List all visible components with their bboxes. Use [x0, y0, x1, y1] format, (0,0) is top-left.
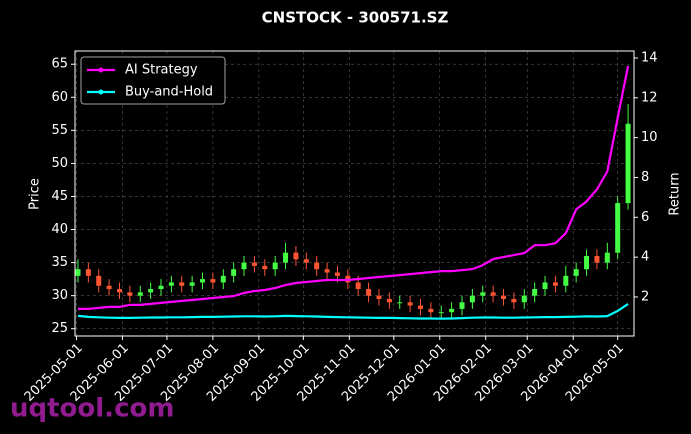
- legend-box: [80, 56, 226, 105]
- candle-body: [625, 123, 631, 204]
- candle-body: [417, 305, 423, 309]
- candle-body: [573, 269, 579, 276]
- y2-tick-label: 2: [641, 289, 649, 304]
- y-tick-label: 30: [51, 288, 68, 303]
- candle-body: [116, 289, 122, 293]
- candle-body: [106, 285, 112, 290]
- return-line: [77, 302, 629, 320]
- candle-body: [220, 275, 226, 283]
- candle-body: [563, 275, 569, 286]
- candle-body: [376, 295, 382, 299]
- candle-body: [148, 289, 154, 293]
- y-tick-label: 50: [51, 156, 68, 171]
- candle-body: [85, 269, 91, 276]
- candle-body: [594, 255, 600, 263]
- y-tick-label: 35: [51, 255, 68, 270]
- candle-body: [615, 203, 621, 253]
- legend-label: AI Strategy: [125, 63, 198, 78]
- candle-body: [334, 272, 340, 276]
- return-line: [78, 65, 630, 310]
- candle-body: [511, 298, 517, 303]
- candle-body: [272, 262, 278, 270]
- candle-body: [127, 292, 133, 296]
- y-tick-label: 55: [51, 123, 68, 138]
- legend-label: Buy-and-Hold: [125, 85, 213, 100]
- candle-body: [480, 292, 486, 296]
- candle-body: [552, 282, 558, 286]
- candle-body: [262, 265, 268, 270]
- y-tick-label: 25: [51, 321, 68, 336]
- candle-body: [241, 262, 247, 270]
- y2-tick-label: 14: [641, 50, 658, 65]
- candle-body: [314, 262, 320, 270]
- candle-body: [158, 285, 164, 290]
- candle-body: [251, 262, 257, 266]
- candle-body: [96, 275, 102, 286]
- y-axis-label: Price: [28, 178, 43, 210]
- y-tick-label: 65: [51, 57, 68, 72]
- candle-body: [189, 282, 195, 286]
- candle-body: [179, 282, 185, 286]
- candle-body: [210, 279, 216, 283]
- candle-body: [366, 289, 372, 296]
- candle-body: [231, 269, 237, 276]
- candle-body: [532, 289, 538, 296]
- candle-body: [501, 295, 507, 299]
- y2-tick-label: 12: [641, 90, 658, 105]
- candle-body: [386, 298, 392, 303]
- candle-body: [324, 269, 330, 273]
- candle-body: [283, 252, 289, 263]
- y-tick-label: 60: [51, 90, 68, 105]
- candle-body: [355, 282, 361, 290]
- y2-tick-label: 8: [641, 170, 649, 185]
- plot-frame: [74, 50, 635, 337]
- y-tick-label: 40: [51, 222, 68, 237]
- watermark: uqtool.com: [10, 394, 174, 424]
- candle-body: [137, 292, 143, 296]
- candle-body: [75, 269, 81, 276]
- candle-body: [293, 252, 299, 260]
- candle-body: [490, 292, 496, 296]
- y-tick-label: 45: [51, 189, 68, 204]
- candle-body: [521, 295, 527, 303]
- candle-body: [604, 252, 610, 263]
- legend-marker: [98, 89, 104, 95]
- candle-body: [438, 312, 444, 314]
- y2-tick-label: 6: [641, 210, 649, 225]
- legend-marker: [98, 67, 104, 73]
- candle-body: [459, 302, 465, 309]
- y2-tick-label: 4: [641, 250, 649, 265]
- candle-body: [584, 255, 590, 270]
- y2-tick-label: 10: [641, 130, 658, 145]
- candle-body: [449, 308, 455, 313]
- chart-title: CNSTOCK - 300571.SZ: [262, 9, 449, 27]
- candle-body: [397, 302, 403, 304]
- candle-body: [200, 279, 206, 283]
- candle-body: [428, 308, 434, 313]
- y2-axis-label: Return: [668, 172, 683, 215]
- candle-body: [542, 282, 548, 290]
- candle-body: [407, 302, 413, 306]
- candle-body: [469, 295, 475, 303]
- candle-body: [168, 282, 174, 286]
- candle-body: [303, 259, 309, 263]
